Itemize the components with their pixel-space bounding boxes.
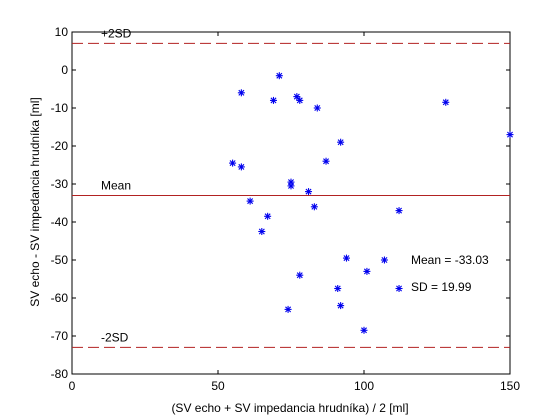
data-point bbox=[310, 203, 318, 211]
data-point bbox=[395, 207, 403, 215]
y-tick-label: -10 bbox=[51, 101, 69, 115]
data-point bbox=[284, 305, 292, 313]
data-point bbox=[395, 285, 403, 292]
y-tick-label: -40 bbox=[51, 215, 69, 229]
data-point bbox=[442, 98, 450, 106]
data-point bbox=[506, 131, 514, 139]
reference-label: Mean bbox=[101, 179, 131, 193]
y-tick-label: -50 bbox=[51, 253, 69, 267]
reference-lines bbox=[72, 42, 510, 348]
plot-area bbox=[71, 31, 511, 375]
mean-annotation: Mean = -33.03 bbox=[411, 253, 489, 267]
y-tick-label: -30 bbox=[51, 177, 69, 191]
data-point bbox=[322, 157, 330, 165]
data-point bbox=[229, 159, 237, 167]
data-point bbox=[337, 138, 345, 146]
data-point bbox=[293, 93, 301, 101]
sd-annotation: SD = 19.99 bbox=[411, 280, 472, 294]
data-point bbox=[342, 254, 350, 262]
y-tick-label: -80 bbox=[51, 367, 69, 381]
data-point bbox=[264, 212, 272, 220]
data-point bbox=[337, 302, 345, 310]
data-points bbox=[229, 72, 514, 334]
data-point bbox=[305, 188, 313, 196]
data-point bbox=[237, 89, 245, 97]
x-tick-label: 0 bbox=[69, 379, 76, 393]
y-tick-label: -60 bbox=[51, 291, 69, 305]
data-point bbox=[237, 163, 245, 171]
reference-label: -2SD bbox=[101, 330, 129, 344]
reference-label: +2SD bbox=[101, 26, 132, 40]
data-point bbox=[269, 96, 277, 104]
y-tick-label: 0 bbox=[61, 63, 68, 77]
data-point bbox=[363, 267, 371, 275]
x-tick-label: 50 bbox=[211, 379, 225, 393]
data-point bbox=[275, 72, 283, 80]
y-axis-label: SV echo - SV impedancia hrudníka [ml] bbox=[28, 97, 42, 306]
reference-line-labels: +2SD Mean -2SD bbox=[101, 26, 132, 344]
data-point bbox=[296, 271, 304, 279]
data-point bbox=[296, 96, 304, 104]
data-point bbox=[258, 228, 266, 235]
x-tick-label: 100 bbox=[354, 379, 374, 393]
data-point bbox=[287, 182, 295, 190]
data-point bbox=[380, 256, 388, 264]
y-tick-label: -20 bbox=[51, 139, 69, 153]
data-point bbox=[360, 326, 368, 334]
data-point bbox=[246, 197, 254, 205]
data-point bbox=[334, 285, 342, 292]
x-tick-label: 150 bbox=[500, 379, 520, 393]
x-axis-label: (SV echo + SV impedancia hrudníka) / 2 [… bbox=[171, 401, 408, 415]
y-tick-label: -70 bbox=[51, 329, 69, 343]
data-point bbox=[313, 104, 321, 112]
y-tick-label: 10 bbox=[55, 25, 69, 39]
